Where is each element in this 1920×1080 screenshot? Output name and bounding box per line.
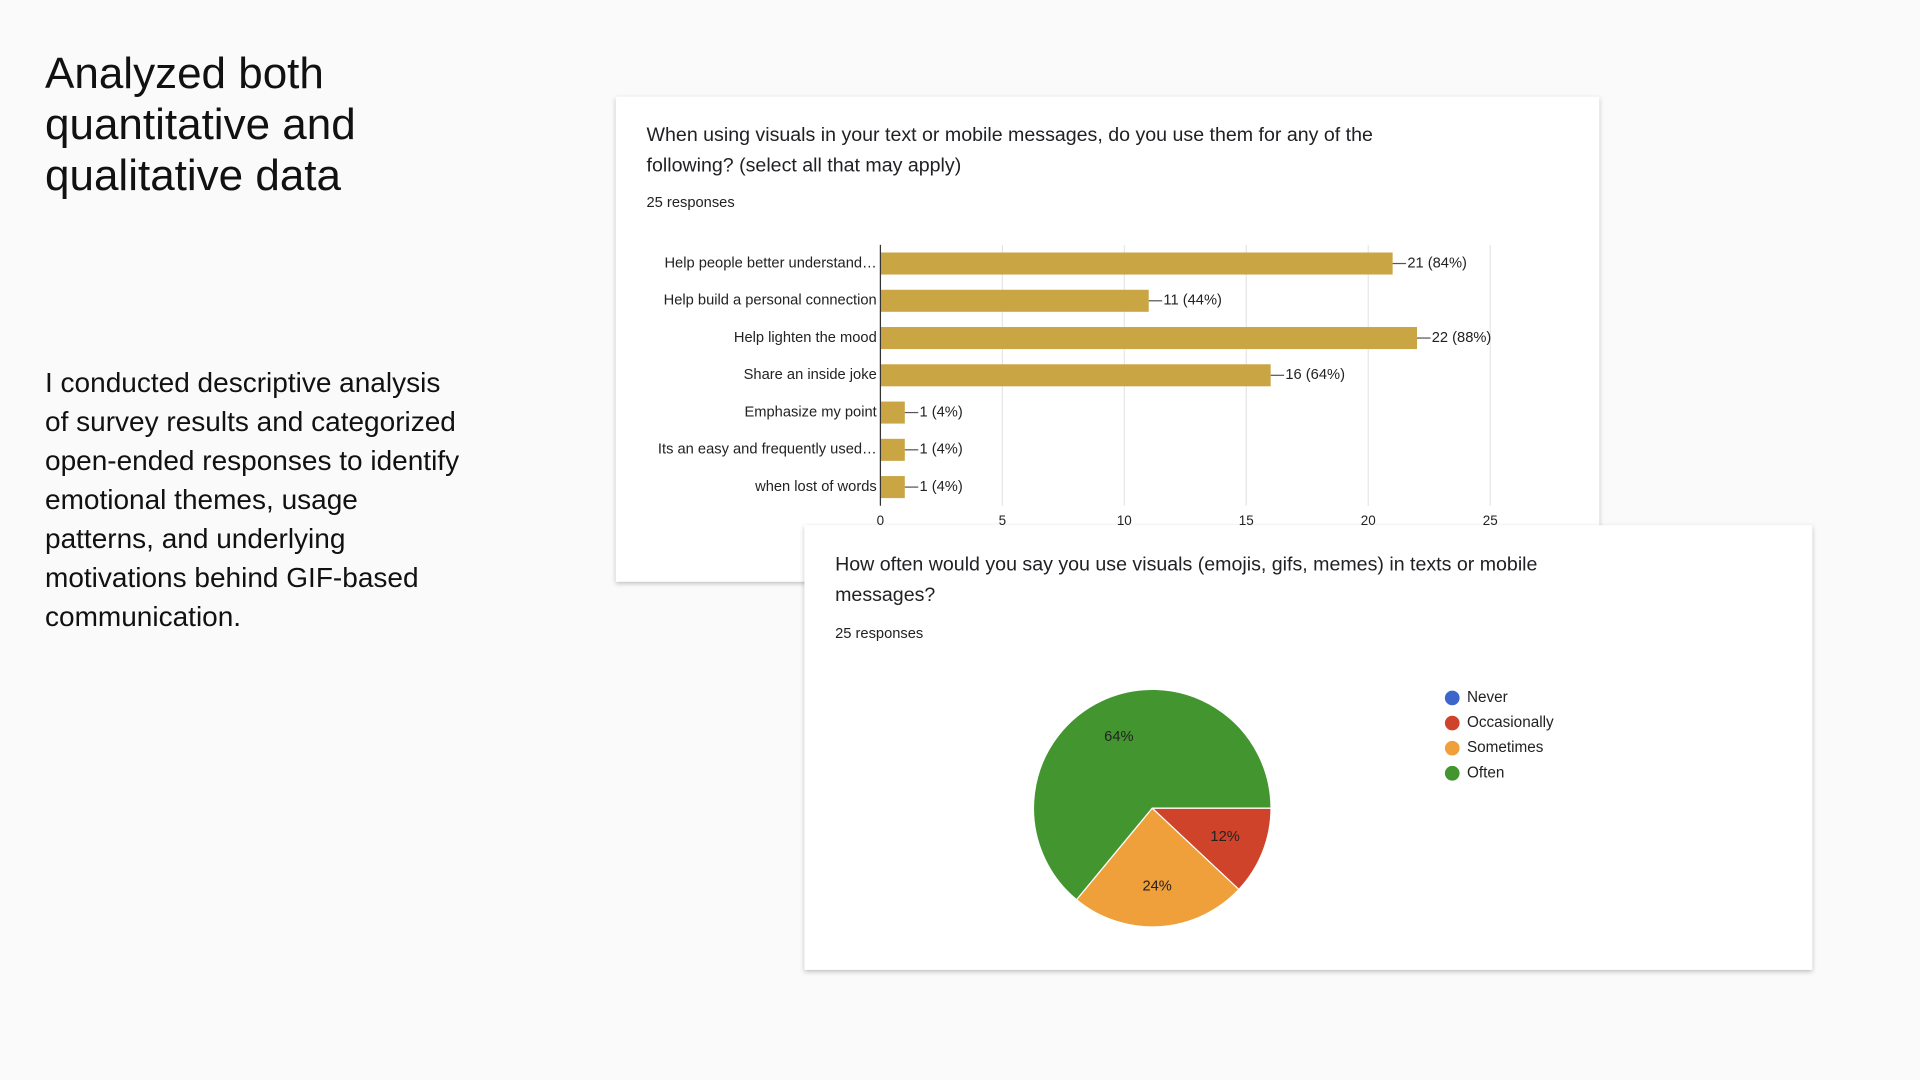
legend-label: Occasionally xyxy=(1467,714,1554,731)
data-label: 11 (44%) xyxy=(1163,293,1222,309)
legend-swatch xyxy=(1444,740,1460,756)
x-tick-label: 5 xyxy=(999,513,1006,528)
bar xyxy=(880,327,1418,350)
x-tick-label: 20 xyxy=(1361,513,1376,528)
legend-label: Sometimes xyxy=(1467,739,1544,756)
bar-card: When using visuals in your text or mobil… xyxy=(615,96,1600,582)
heading: Analyzed both quantitative and qualitati… xyxy=(45,49,356,200)
x-tick-label: 0 xyxy=(877,513,884,528)
card xyxy=(804,525,1813,970)
data-label: 64% xyxy=(1104,729,1133,745)
chart-subtitle: 25 responses xyxy=(835,626,923,642)
data-label: 24% xyxy=(1142,878,1171,894)
bar xyxy=(880,252,1393,275)
legend-swatch xyxy=(1444,765,1460,781)
title-box: How often would you say you use visuals … xyxy=(835,554,1538,607)
y-tick-label: Its an easy and frequently used… xyxy=(658,442,877,458)
pie-card: How often would you say you use visuals … xyxy=(804,525,1813,970)
legend-label: Never xyxy=(1467,689,1508,706)
data-label: 1 (4%) xyxy=(919,442,962,458)
bar xyxy=(880,364,1271,387)
data-label: 1 (4%) xyxy=(919,479,962,495)
data-label: 16 (64%) xyxy=(1285,367,1345,383)
legend-label: Often xyxy=(1467,764,1504,781)
bar xyxy=(880,289,1149,312)
y-tick-label: Help lighten the mood xyxy=(734,330,877,346)
x-tick-label: 15 xyxy=(1239,513,1254,528)
x-tick-label: 25 xyxy=(1483,513,1498,528)
data-label: 22 (88%) xyxy=(1432,330,1492,346)
title-box: When using visuals in your text or mobil… xyxy=(646,124,1373,177)
data-label: 21 (84%) xyxy=(1407,255,1467,271)
pie-slice xyxy=(1075,807,1240,928)
data-label: 1 (4%) xyxy=(919,404,962,420)
chart-title: How often would you say you use visuals … xyxy=(835,554,1538,607)
bar xyxy=(880,476,905,499)
data-label: 12% xyxy=(1210,829,1239,845)
y-tick-label: Share an inside joke xyxy=(744,367,877,383)
chart-title: When using visuals in your text or mobil… xyxy=(646,124,1373,177)
y-tick-label: Help people better understand… xyxy=(664,255,876,271)
x-tick-label: 10 xyxy=(1117,513,1132,528)
chart-subtitle: 25 responses xyxy=(647,195,735,211)
bar xyxy=(880,438,905,461)
y-tick-label: Emphasize my point xyxy=(744,404,876,420)
bar xyxy=(880,401,905,424)
pie-slice xyxy=(1032,688,1272,901)
y-tick-label: when lost of words xyxy=(754,479,877,495)
y-tick-label: Help build a personal connection xyxy=(664,293,877,309)
legend-swatch xyxy=(1444,715,1460,731)
body-text: I conducted descriptive analysis of surv… xyxy=(45,367,460,632)
pie-slice xyxy=(1150,807,1272,891)
legend-swatch xyxy=(1444,690,1460,706)
